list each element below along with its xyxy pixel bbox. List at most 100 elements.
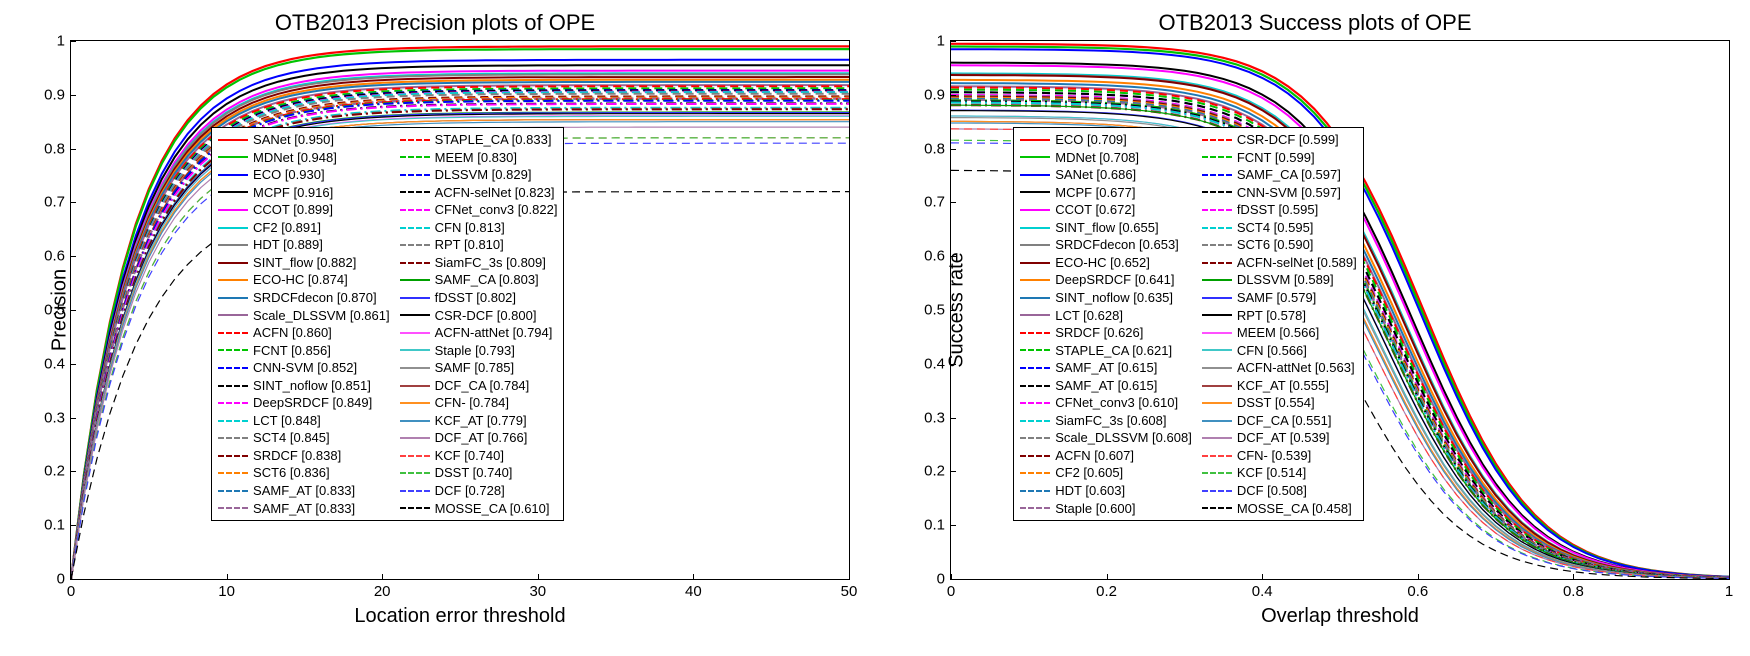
success-plot-area: Success rate Overlap threshold ECO [0.70…: [950, 40, 1730, 580]
legend-label: SRDCFdecon [0.870]: [253, 289, 377, 307]
ytick: 0.9: [44, 86, 65, 103]
legend-item: MDNet [0.708]: [1020, 149, 1192, 167]
legend-swatch: [1020, 209, 1050, 211]
legend-item: ACFN-attNet [0.794]: [400, 324, 558, 342]
legend-item: DeepSRDCF [0.849]: [218, 394, 390, 412]
legend-label: CFNet_conv3 [0.610]: [1055, 394, 1178, 412]
legend-label: ACFN-attNet [0.563]: [1237, 359, 1355, 377]
legend-item: FCNT [0.856]: [218, 342, 390, 360]
legend-swatch: [1020, 174, 1050, 176]
legend-swatch: [400, 385, 430, 387]
legend-swatch: [1020, 490, 1050, 492]
legend-label: KCF_AT [0.779]: [435, 412, 527, 430]
legend-label: STAPLE_CA [0.621]: [1055, 342, 1172, 360]
legend-label: DSST [0.740]: [435, 464, 513, 482]
legend-label: ACFN [0.860]: [253, 324, 332, 342]
legend-item: SAMF_CA [0.803]: [400, 271, 558, 289]
legend-swatch: [218, 297, 248, 299]
legend-item: DCF [0.728]: [400, 482, 558, 500]
legend-item: Scale_DLSSVM [0.608]: [1020, 429, 1192, 447]
legend-item: DCF_AT [0.766]: [400, 429, 558, 447]
legend-swatch: [1202, 490, 1232, 492]
legend-label: LCT [0.628]: [1055, 307, 1123, 325]
ytick: 0.7: [44, 194, 65, 211]
legend-item: ACFN-selNet [0.823]: [400, 184, 558, 202]
legend-item: fDSST [0.802]: [400, 289, 558, 307]
legend-item: ACFN [0.607]: [1020, 447, 1192, 465]
legend-item: SRDCF [0.838]: [218, 447, 390, 465]
legend-label: FCNT [0.599]: [1237, 149, 1315, 167]
legend-swatch: [1020, 191, 1050, 193]
legend-item: STAPLE_CA [0.621]: [1020, 342, 1192, 360]
ytick: 0.4: [924, 355, 945, 372]
xtick: 0: [67, 583, 75, 600]
legend-label: RPT [0.810]: [435, 236, 504, 254]
legend-swatch: [218, 227, 248, 229]
ytick: 0.1: [44, 517, 65, 534]
legend-item: fDSST [0.595]: [1202, 201, 1357, 219]
legend-swatch: [1020, 349, 1050, 351]
legend-item: CNN-SVM [0.852]: [218, 359, 390, 377]
legend-item: ECO-HC [0.874]: [218, 271, 390, 289]
legend-swatch: [1202, 455, 1232, 457]
legend-label: ECO-HC [0.652]: [1055, 254, 1150, 272]
legend-item: CF2 [0.891]: [218, 219, 390, 237]
legend-swatch: [400, 139, 430, 141]
legend-label: DCF_CA [0.551]: [1237, 412, 1332, 430]
ytick: 1: [57, 33, 65, 50]
legend-swatch: [1202, 349, 1232, 351]
legend-swatch: [1202, 191, 1232, 193]
legend-swatch: [400, 156, 430, 158]
legend-label: SCT4 [0.845]: [253, 429, 330, 447]
legend-item: SAMF_AT [0.615]: [1020, 359, 1192, 377]
ytick: 0.8: [44, 140, 65, 157]
legend-swatch: [1202, 367, 1232, 369]
legend-item: CFN [0.566]: [1202, 342, 1357, 360]
legend-item: MOSSE_CA [0.610]: [400, 500, 558, 518]
legend-label: ACFN-attNet [0.794]: [435, 324, 553, 342]
ytick: 0: [937, 571, 945, 588]
ytick: 0: [57, 571, 65, 588]
legend-item: SAMF_AT [0.833]: [218, 500, 390, 518]
legend-swatch: [218, 437, 248, 439]
legend-swatch: [400, 209, 430, 211]
legend-label: SAMF_AT [0.833]: [253, 500, 355, 518]
legend-label: DSST [0.554]: [1237, 394, 1315, 412]
legend-item: SCT6 [0.836]: [218, 464, 390, 482]
legend-item: FCNT [0.599]: [1202, 149, 1357, 167]
legend-item: DSST [0.554]: [1202, 394, 1357, 412]
legend-swatch: [1020, 262, 1050, 264]
legend-label: HDT [0.603]: [1055, 482, 1125, 500]
xtick: 0.2: [1096, 583, 1117, 600]
legend-label: KCF [0.514]: [1237, 464, 1306, 482]
legend-label: SRDCFdecon [0.653]: [1055, 236, 1179, 254]
legend-swatch: [1020, 244, 1050, 246]
legend-swatch: [218, 191, 248, 193]
legend-label: fDSST [0.802]: [435, 289, 516, 307]
legend-label: SANet [0.686]: [1055, 166, 1136, 184]
legend-label: SRDCF [0.626]: [1055, 324, 1143, 342]
legend-swatch: [1202, 507, 1232, 509]
legend-item: ACFN-attNet [0.563]: [1202, 359, 1357, 377]
legend-swatch: [1020, 507, 1050, 509]
legend-swatch: [218, 139, 248, 141]
legend-label: CNN-SVM [0.597]: [1237, 184, 1341, 202]
legend-item: KCF_AT [0.555]: [1202, 377, 1357, 395]
legend-swatch: [1020, 437, 1050, 439]
legend-swatch: [400, 420, 430, 422]
legend-item: CSR-DCF [0.800]: [400, 307, 558, 325]
legend-item: SRDCFdecon [0.870]: [218, 289, 390, 307]
precision-xlabel: Location error threshold: [354, 605, 565, 628]
legend-swatch: [218, 472, 248, 474]
legend-label: SiamFC_3s [0.608]: [1055, 412, 1166, 430]
legend-label: SAMF_CA [0.597]: [1237, 166, 1341, 184]
ytick: 0.2: [44, 463, 65, 480]
legend-label: HDT [0.889]: [253, 236, 323, 254]
legend-swatch: [400, 332, 430, 334]
legend-label: CF2 [0.605]: [1055, 464, 1123, 482]
legend-label: CSR-DCF [0.599]: [1237, 131, 1339, 149]
legend-label: fDSST [0.595]: [1237, 201, 1318, 219]
legend-label: SANet [0.950]: [253, 131, 334, 149]
legend-label: DCF_AT [0.766]: [435, 429, 528, 447]
legend-item: SCT4 [0.845]: [218, 429, 390, 447]
